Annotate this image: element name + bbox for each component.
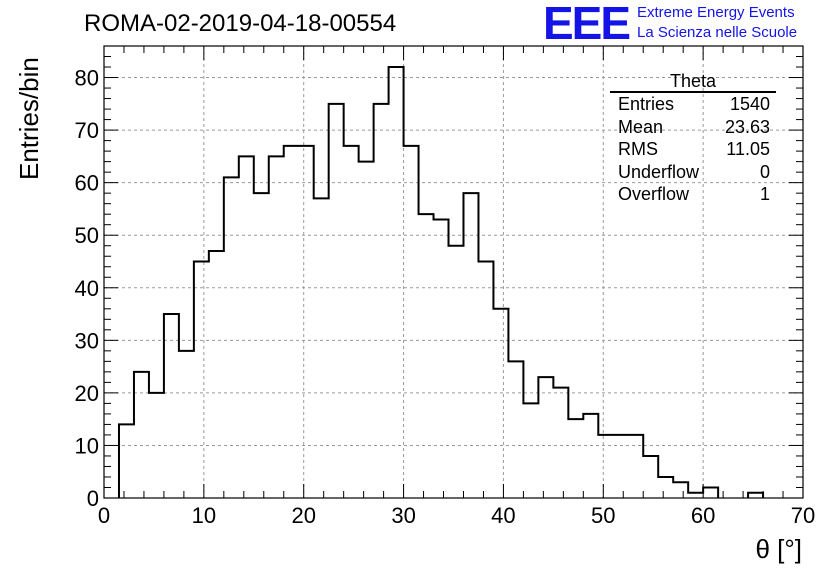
- stats-row-entries: Entries 1540: [610, 93, 776, 116]
- stats-label: RMS: [618, 139, 658, 159]
- stats-row-rms: RMS 11.05: [610, 138, 776, 161]
- org-line-2: La Scienza nelle Scuole: [637, 24, 798, 41]
- stats-label: Overflow: [618, 184, 690, 204]
- x-tick-label: 70: [791, 503, 815, 528]
- y-axis-label: Entries/bin: [14, 57, 44, 180]
- x-tick-label: 0: [98, 503, 110, 528]
- stats-value: 23.63: [724, 116, 770, 137]
- stats-label: Mean: [618, 116, 664, 137]
- y-tick-label: 40: [75, 276, 99, 301]
- y-tick-label: 50: [75, 223, 99, 248]
- plot-frame: [103, 45, 804, 499]
- stats-label: Underflow: [618, 161, 700, 182]
- stats-value: 0: [759, 161, 770, 182]
- y-tick-label: 20: [75, 381, 99, 406]
- x-tick-label: 50: [591, 503, 615, 528]
- stats-row-mean: Mean 23.63: [610, 116, 776, 139]
- y-tick-label: 10: [75, 433, 99, 458]
- stats-box: Theta Entries 1540 Mean 23.63 RMS 11.05 …: [610, 71, 776, 206]
- stats-row-underflow: Underflow 0: [610, 161, 776, 184]
- x-tick-label: 20: [291, 503, 315, 528]
- org-line-1: Extreme Energy Events: [637, 4, 795, 21]
- x-tick-label: 30: [391, 503, 415, 528]
- stats-title: Theta: [610, 71, 776, 93]
- y-tick-label: 30: [75, 328, 99, 353]
- organization-name: Extreme Energy Events La Scienza nelle S…: [637, 3, 797, 43]
- x-tick-label: 40: [491, 503, 515, 528]
- y-tick-label: 80: [75, 66, 99, 91]
- histogram-line: [117, 66, 720, 498]
- y-tick-label: 0: [87, 486, 99, 511]
- y-tick-label: 60: [75, 171, 99, 196]
- x-tick-label: 60: [691, 503, 715, 528]
- y-tick-label: 70: [75, 118, 99, 143]
- x-axis-label: θ [°]: [755, 534, 802, 564]
- stats-value: 1540: [729, 94, 770, 114]
- run-title: ROMA-02-2019-04-18-00554: [84, 10, 397, 37]
- eee-logo: EEE: [543, 0, 631, 49]
- x-tick-label: 10: [192, 503, 216, 528]
- stats-value: 1: [759, 184, 770, 204]
- histogram-bin-isolated: [747, 491, 765, 498]
- stats-row-overflow: Overflow 1: [610, 183, 776, 206]
- stats-value: 11.05: [726, 139, 770, 159]
- stats-label: Entries: [618, 94, 675, 114]
